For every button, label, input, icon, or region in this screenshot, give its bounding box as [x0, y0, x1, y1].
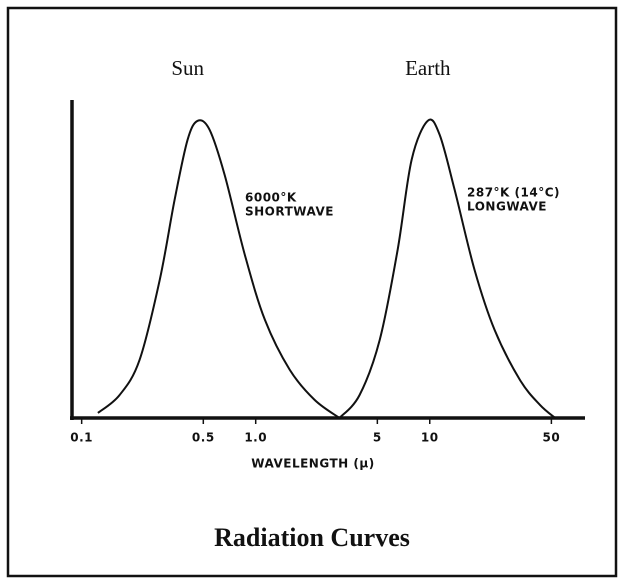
series-label: Sun	[171, 56, 204, 80]
frame	[6, 6, 618, 578]
x-tick-label: 0.1	[70, 431, 93, 445]
curve	[338, 118, 556, 419]
x-tick-label: 10	[421, 431, 439, 445]
annotation: 287°K (14°C)	[467, 186, 560, 200]
x-tick-label: 0.5	[192, 431, 215, 445]
annotation: LONGWAVE	[467, 200, 547, 214]
x-axis-label: WAVELENGTH (μ)	[251, 457, 374, 471]
series-label: Earth	[405, 56, 451, 80]
x-tick-label: 1.0	[244, 431, 267, 445]
x-tick-label: 50	[543, 431, 561, 445]
annotation: 6000°K	[245, 191, 297, 205]
curve	[97, 119, 341, 419]
chart-title: Radiation Curves	[214, 523, 410, 552]
x-tick-label: 5	[373, 431, 382, 445]
annotation: SHORTWAVE	[245, 205, 334, 219]
